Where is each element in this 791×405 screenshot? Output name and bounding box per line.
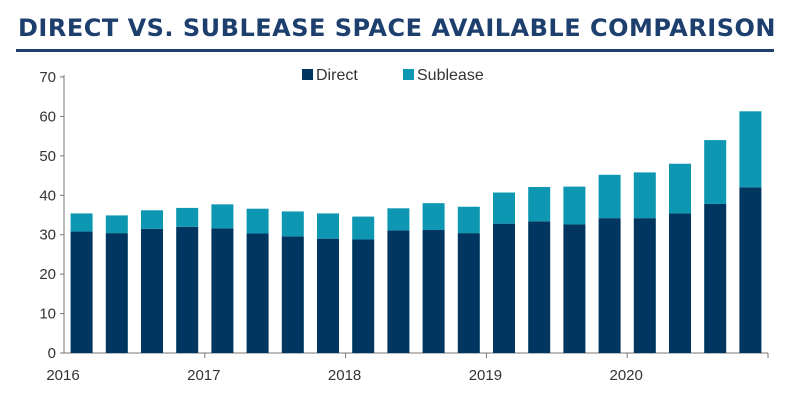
- x-tick-label: 2019: [469, 367, 502, 384]
- y-tick-label: 30: [39, 227, 56, 244]
- bar-sublease-17: [633, 172, 656, 219]
- y-tick-label: 70: [39, 69, 56, 86]
- x-tick-label: 2017: [187, 367, 220, 384]
- bar-sublease-20: [739, 111, 762, 188]
- bar-sublease-2: [105, 215, 128, 234]
- bar-direct-15: [563, 224, 586, 353]
- x-tick-label: 2020: [610, 367, 643, 384]
- bar-direct-14: [528, 221, 551, 353]
- bar-direct-17: [633, 218, 656, 353]
- legend-swatch-sublease: [403, 69, 414, 80]
- y-tick-label: 20: [39, 266, 56, 283]
- bar-direct-13: [493, 223, 515, 353]
- bar-direct-10: [387, 230, 410, 353]
- bar-sublease-8: [317, 213, 339, 239]
- bar-direct-11: [422, 229, 445, 353]
- x-tick-label: 2016: [46, 367, 79, 384]
- bar-sublease-11: [422, 203, 445, 230]
- bar-sublease-6: [246, 208, 269, 234]
- legend-label-sublease: Sublease: [417, 67, 484, 84]
- bar-sublease-14: [528, 187, 551, 222]
- bar-sublease-3: [141, 210, 163, 229]
- bar-direct-6: [246, 233, 269, 353]
- bar-direct-9: [352, 239, 375, 353]
- bar-direct-3: [141, 228, 163, 353]
- y-tick-label: 40: [39, 187, 56, 204]
- chart-title: DIRECT VS. SUBLEASE SPACE AVAILABLE COMP…: [18, 14, 777, 42]
- title-underline: [16, 49, 774, 52]
- bar-direct-12: [457, 233, 480, 353]
- bar-sublease-12: [457, 206, 480, 234]
- bar-direct-8: [317, 238, 339, 353]
- bar-direct-5: [211, 228, 234, 353]
- bar-sublease-15: [563, 186, 586, 225]
- bar-sublease-10: [387, 208, 410, 231]
- bar-sublease-4: [176, 207, 199, 227]
- bar-sublease-5: [211, 204, 234, 229]
- bar-sublease-1: [70, 213, 93, 232]
- bar-direct-4: [176, 226, 199, 353]
- bar-direct-7: [281, 236, 304, 353]
- y-tick-label: 50: [39, 148, 56, 165]
- y-tick-label: 10: [39, 306, 56, 323]
- bar-sublease-7: [281, 211, 304, 237]
- bar-sublease-18: [669, 163, 691, 214]
- y-tick-label: 0: [48, 345, 56, 362]
- bar-direct-20: [739, 187, 762, 353]
- bar-sublease-16: [598, 174, 621, 219]
- bar-direct-16: [598, 218, 621, 353]
- bar-direct-18: [669, 213, 691, 353]
- bar-direct-1: [70, 231, 93, 353]
- bar-direct-2: [105, 233, 128, 353]
- bar-sublease-19: [704, 140, 727, 204]
- y-tick-label: 60: [39, 108, 56, 125]
- bar-sublease-9: [352, 216, 375, 240]
- x-tick-label: 2018: [328, 367, 361, 384]
- legend-swatch-direct: [302, 69, 313, 80]
- legend-label-direct: Direct: [316, 67, 358, 84]
- bar-sublease-13: [493, 192, 515, 224]
- bar-direct-19: [704, 203, 727, 353]
